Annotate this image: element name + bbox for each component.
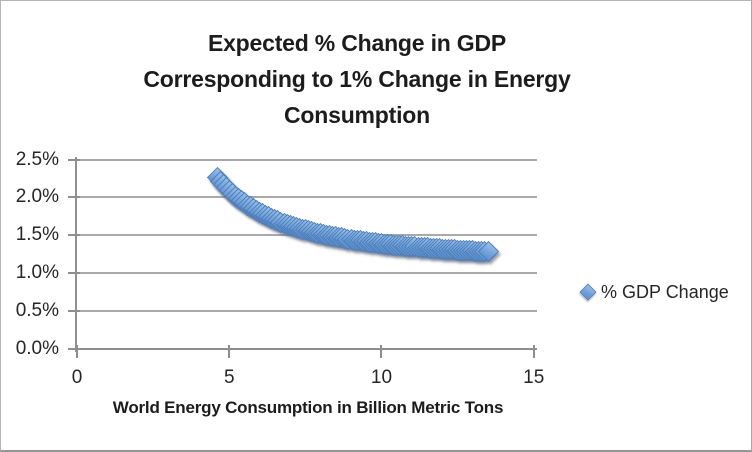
x-tick-label: 5 <box>223 367 235 388</box>
y-tick-label: 1.0% <box>15 261 59 283</box>
y-tick-label: 2.5% <box>15 148 59 170</box>
y-axis-tick <box>68 347 80 350</box>
x-axis-tick <box>228 344 231 358</box>
y-tick-label: 2.0% <box>15 186 59 208</box>
y-axis-tick <box>68 234 80 237</box>
x-axis-line <box>75 347 537 350</box>
y-axis-line <box>75 157 77 352</box>
y-axis-tick <box>68 309 80 312</box>
x-tick-label: 10 <box>370 367 393 388</box>
x-axis-tick <box>532 344 535 358</box>
y-gridline <box>75 158 537 161</box>
x-axis-title: World Energy Consumption in Billion Metr… <box>112 398 504 417</box>
x-axis-tick <box>76 344 78 358</box>
legend-label: % GDP Change <box>601 281 729 302</box>
chart-title-line-2: Corresponding to 1% Change in Energy <box>143 66 571 92</box>
x-tick-label: 15 <box>523 367 545 388</box>
chart-title-line-1: Expected % Change in GDP <box>207 30 507 56</box>
y-axis-tick <box>68 196 80 199</box>
y-axis-tick <box>68 158 80 161</box>
x-tick-label: 0 <box>71 367 83 388</box>
y-gridline <box>75 309 537 312</box>
chart-title-line-3: Consumption <box>284 102 430 128</box>
y-tick-label: 0.0% <box>15 337 59 359</box>
chart-title: Expected % Change in GDP Corresponding t… <box>101 25 613 133</box>
legend-diamond-icon <box>579 283 597 301</box>
y-gridline <box>75 271 537 274</box>
y-axis-tick <box>68 271 80 274</box>
y-gridline <box>75 196 537 199</box>
y-tick-label: 1.5% <box>15 224 59 246</box>
legend: % GDP Change <box>579 280 729 304</box>
x-axis-tick <box>380 344 383 358</box>
y-tick-label: 0.5% <box>15 299 59 321</box>
